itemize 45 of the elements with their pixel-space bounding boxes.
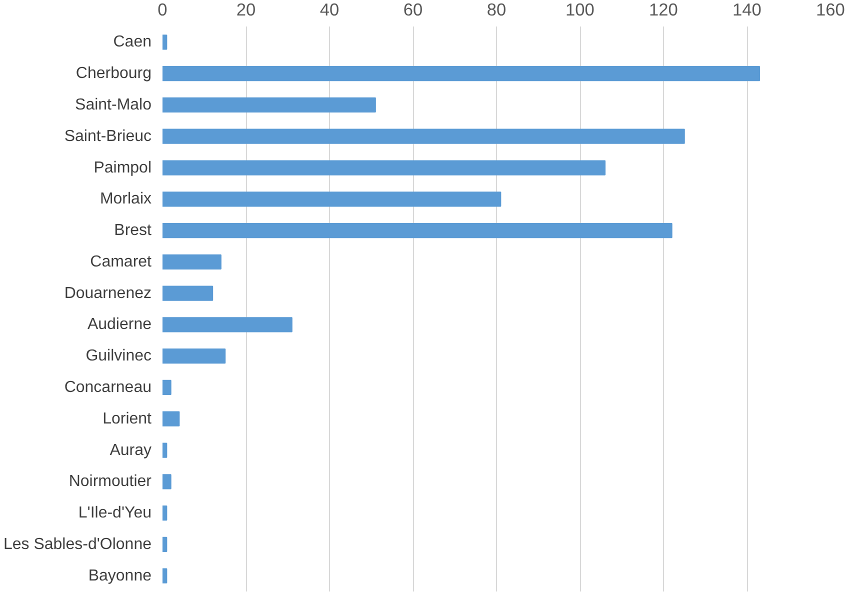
x-tick-label: 120 xyxy=(649,0,678,20)
bar xyxy=(162,568,168,584)
y-tick-label: Caen xyxy=(113,34,152,51)
x-tick-label: 160 xyxy=(816,0,845,20)
bar xyxy=(162,474,172,490)
y-tick-label: Morlaix xyxy=(100,190,152,208)
bar xyxy=(162,536,168,552)
y-tick-label: Cherbourg xyxy=(76,65,152,82)
y-tick-label: Bayonne xyxy=(88,567,152,584)
bar xyxy=(162,160,606,176)
y-tick-label: Camaret xyxy=(90,253,152,270)
bar xyxy=(162,411,180,426)
y-tick-label: Noirmoutier xyxy=(68,473,152,490)
y-tick-label: L'Ile-d'Yeu xyxy=(78,504,152,522)
x-tick-label: 100 xyxy=(566,0,594,20)
bar xyxy=(162,380,172,396)
y-tick-label: Les Sables-d'Olonne xyxy=(3,536,152,553)
y-tick-label: Audierne xyxy=(87,316,152,334)
y-tick-label: Paimpol xyxy=(94,159,152,176)
bar xyxy=(162,348,226,364)
bar xyxy=(162,128,685,144)
x-tick-label: 0 xyxy=(158,0,168,20)
x-tick-label: 40 xyxy=(320,0,340,20)
bar xyxy=(162,505,168,521)
bar xyxy=(162,254,222,270)
bar xyxy=(162,317,292,332)
bar xyxy=(162,97,376,113)
x-tick-label: 80 xyxy=(486,0,506,20)
bar xyxy=(162,192,502,207)
y-tick-label: Douarnenez xyxy=(64,284,152,302)
x-tick-label: 140 xyxy=(732,0,762,20)
x-tick-label: 20 xyxy=(236,0,256,20)
bar xyxy=(162,222,672,238)
y-tick-label: Brest xyxy=(114,222,152,240)
y-tick-label: Lorient xyxy=(102,410,152,428)
y-tick-label: Saint-Malo xyxy=(75,96,152,114)
x-tick-label: 60 xyxy=(403,0,423,20)
y-tick-label: Auray xyxy=(110,442,152,459)
bar xyxy=(162,34,168,50)
y-tick-label: Guilvinec xyxy=(86,348,152,365)
bar xyxy=(162,66,760,82)
bar xyxy=(162,286,214,301)
y-tick-label: Saint-Brieuc xyxy=(64,128,152,145)
y-tick-label: Concarneau xyxy=(64,378,152,396)
bar xyxy=(162,442,168,458)
